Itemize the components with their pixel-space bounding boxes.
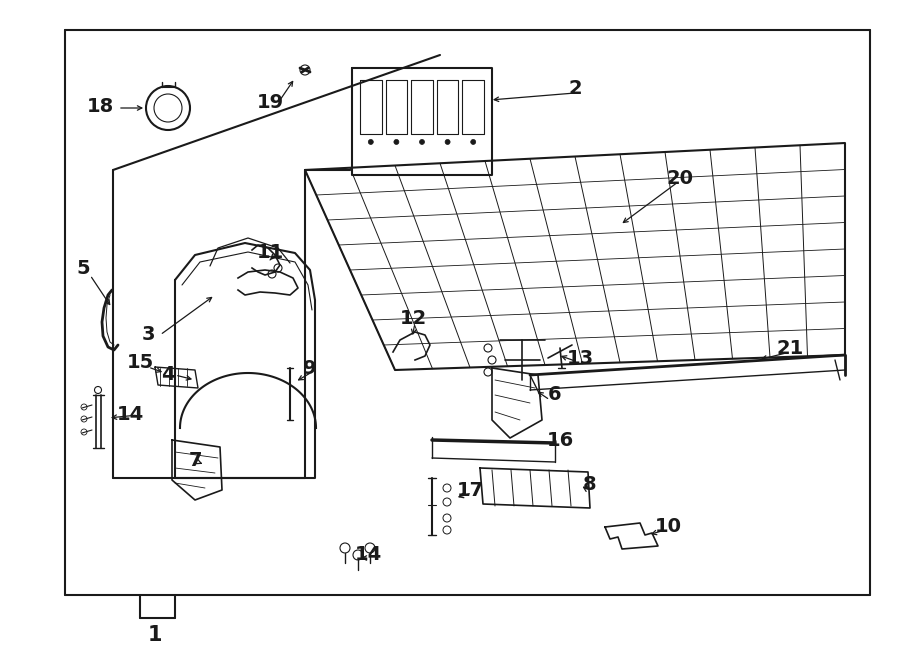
Circle shape	[394, 139, 399, 145]
Text: 17: 17	[456, 481, 483, 500]
Text: 2: 2	[568, 79, 581, 98]
Circle shape	[419, 139, 425, 145]
Text: 14: 14	[116, 405, 144, 424]
Text: 4: 4	[161, 366, 175, 385]
Text: 21: 21	[777, 338, 804, 358]
Text: 5: 5	[76, 258, 90, 278]
Text: 20: 20	[667, 169, 694, 188]
Text: 6: 6	[548, 385, 562, 405]
Text: 19: 19	[256, 93, 284, 112]
Text: 15: 15	[126, 354, 154, 373]
Text: 12: 12	[400, 309, 427, 327]
Circle shape	[471, 139, 476, 145]
Text: 1: 1	[148, 625, 162, 645]
Text: 13: 13	[566, 348, 594, 368]
Circle shape	[446, 139, 450, 145]
Text: 14: 14	[355, 545, 382, 564]
Text: 16: 16	[546, 430, 573, 449]
Circle shape	[368, 139, 373, 145]
Text: 9: 9	[303, 358, 317, 377]
Text: 11: 11	[256, 243, 284, 262]
Text: 10: 10	[654, 518, 681, 537]
Text: 18: 18	[86, 98, 113, 116]
Text: 3: 3	[141, 325, 155, 344]
Text: 8: 8	[583, 475, 597, 494]
Text: 7: 7	[188, 451, 202, 469]
